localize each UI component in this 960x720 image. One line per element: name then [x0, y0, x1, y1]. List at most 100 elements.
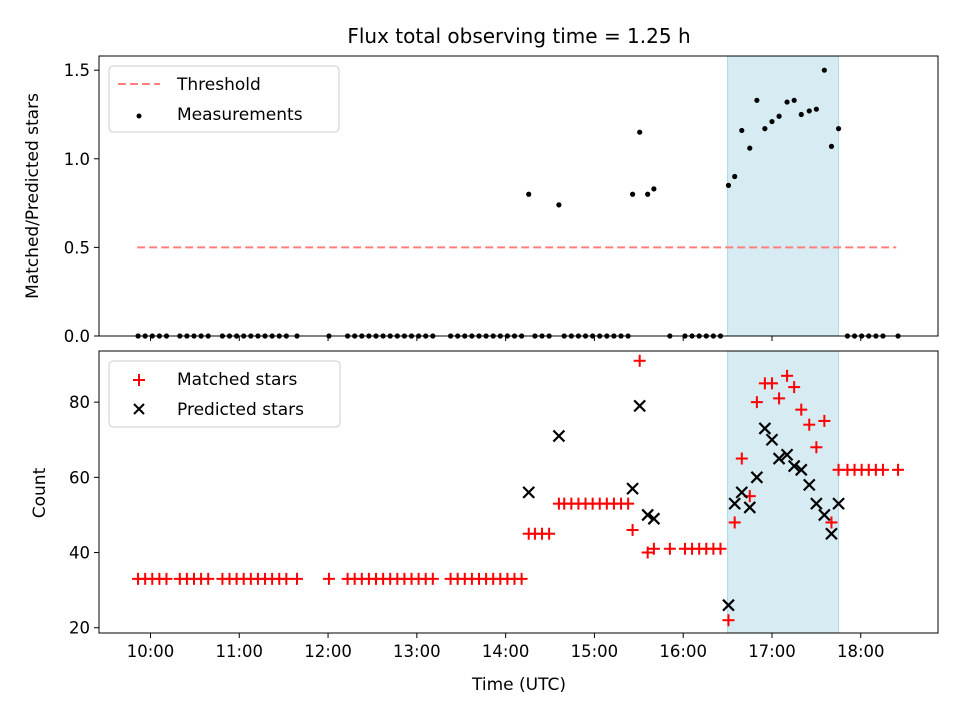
measurements-point-76 [754, 97, 760, 103]
predicted-stars-point-18 [810, 497, 823, 510]
measurements-point-77 [762, 126, 768, 132]
top-panel: Flux total observing time = 1.25 h 0.0 0.… [23, 24, 939, 346]
measurements-point-87 [835, 126, 842, 132]
matched-stars-point-21 [322, 572, 335, 585]
measurements-point-74 [739, 127, 745, 134]
predicted-stars-point-17 [802, 478, 816, 492]
y-tick-label-0-0: 0.0 [64, 327, 90, 346]
predicted-stars-point-2 [626, 482, 639, 495]
predicted-stars-point-5 [647, 512, 661, 525]
measurements-point-81 [791, 97, 797, 103]
y-tick-label-0-1: 0.5 [64, 238, 90, 257]
x-tick-label-7: 17:00 [748, 642, 796, 661]
x-tick-label-2: 12:00 [304, 642, 352, 661]
measurements-point-64 [651, 186, 657, 192]
top-legend-box [108, 65, 340, 133]
legend-measurements-swatch [136, 113, 142, 119]
matched-stars-point-84 [810, 441, 823, 454]
predicted-stars-point-10 [750, 471, 764, 484]
predicted-stars-point-11 [758, 422, 772, 435]
measurements-point-80 [784, 99, 790, 105]
top-axes-frame [98, 55, 939, 337]
measurements-point-86 [828, 143, 835, 149]
matched-stars-point-60 [622, 497, 635, 510]
matched-stars-point-80 [781, 369, 794, 382]
predicted-stars-point-16 [794, 463, 808, 477]
bottom-observation-span [727, 350, 840, 634]
matched-stars-point-93 [876, 463, 889, 476]
measurements-point-61 [629, 191, 636, 197]
predicted-stars-point-15 [787, 459, 801, 473]
matched-stars-point-9 [202, 572, 215, 585]
predicted-stars-point-9 [743, 501, 757, 514]
matched-stars-point-65 [663, 542, 676, 555]
matched-stars-point-94 [892, 463, 905, 476]
measurements-point-82 [798, 111, 804, 118]
chart-title: Flux total observing time = 1.25 h [347, 24, 690, 48]
predicted-stars-point-20 [825, 527, 838, 541]
top-y-axis-label: Matched/Predicted stars [23, 93, 43, 299]
x-tick-label-0: 10:00 [127, 642, 175, 661]
legend-measurements-label: Measurements [177, 105, 303, 125]
matched-stars-point-78 [765, 377, 778, 390]
top-observation-span [727, 55, 840, 337]
matched-stars-point-74 [735, 452, 748, 465]
measurements-point-75 [747, 145, 753, 151]
measurements-point-62 [637, 129, 643, 135]
legend-threshold-label: Threshold [176, 75, 261, 95]
legend-predicted-swatch [133, 403, 145, 415]
measurements-point-72 [725, 182, 732, 188]
matched-stars-point-72 [722, 614, 735, 627]
matched-stars-point-64 [647, 542, 660, 555]
matched-stars-point-62 [633, 354, 646, 367]
top-x-axis-ticks [149, 336, 862, 341]
matched-stars-point-63 [641, 546, 654, 559]
y-tick-label-0-2: 1.0 [64, 150, 90, 169]
x-tick-label-8: 18:00 [837, 642, 885, 661]
predicted-stars-point-3 [633, 399, 646, 413]
matched-stars-point-19 [280, 572, 293, 585]
predicted-stars-point-7 [728, 497, 741, 510]
matched-stars-point-73 [728, 516, 741, 529]
measurements-point-85 [821, 67, 827, 73]
predicted-stars-point-1 [552, 429, 566, 443]
bottom-legend-box [108, 360, 341, 428]
bottom-x-axis-ticks: 10:00 11:00 12:00 13:00 14:00 15:00 16:00 17:00… [127, 633, 885, 661]
measurements-point-79 [776, 113, 782, 119]
matched-stars-point-83 [803, 418, 816, 431]
legend-matched-label: Matched stars [177, 370, 297, 390]
x-tick-label-4: 14:00 [482, 642, 530, 661]
predicted-stars-point-14 [780, 448, 794, 462]
y-tick-label-1-2: 60 [69, 468, 90, 487]
x-tick-label-3: 13:00 [393, 642, 441, 661]
measurements-point-83 [806, 108, 812, 114]
predicted-stars-point-12 [765, 433, 779, 447]
legend-predicted-label: Predicted stars [177, 400, 304, 420]
highlight-span-0 [727, 55, 840, 337]
matched-stars-point-4 [160, 572, 173, 585]
matched-stars-point-71 [714, 542, 727, 555]
bottom-series-layer [132, 354, 905, 627]
matched-stars-point-61 [626, 523, 639, 536]
top-y-axis-ticks: 0.0 0.5 1.0 1.5 [64, 61, 99, 346]
bottom-legend: Matched stars Predicted stars [108, 360, 341, 428]
bottom-y-axis-label: Count [30, 467, 50, 518]
predicted-stars-point-4 [641, 508, 654, 522]
measurements-point-73 [732, 173, 738, 180]
measurements-point-84 [813, 106, 819, 112]
measurements-point-46 [526, 191, 532, 197]
measurements-point-78 [769, 118, 775, 125]
matched-stars-point-82 [795, 403, 808, 416]
matched-stars-point-34 [426, 572, 439, 585]
x-tick-label-5: 15:00 [571, 642, 619, 661]
measurements-point-50 [556, 202, 562, 208]
matched-stars-point-76 [750, 396, 763, 409]
top-legend: Threshold Measurements [108, 65, 340, 133]
matched-stars-point-79 [773, 392, 786, 405]
x-axis-label: Time (UTC) [471, 675, 566, 695]
predicted-stars-point-19 [818, 508, 831, 522]
matched-stars-point-49 [543, 527, 556, 540]
matched-stars-point-86 [825, 516, 838, 529]
